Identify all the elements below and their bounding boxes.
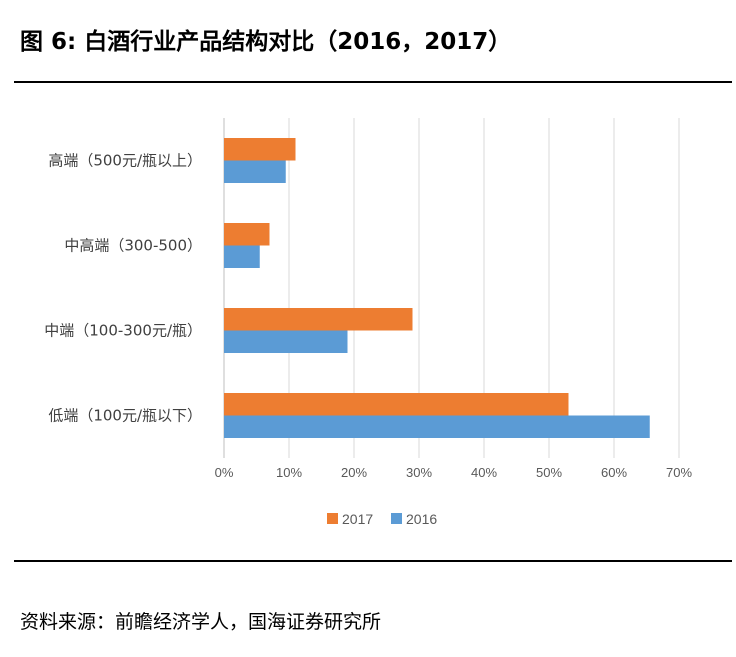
category-label: 中端（100-300元/瓶） [44, 322, 202, 340]
legend-label: 2017 [342, 511, 373, 527]
bar-2016-3 [224, 415, 650, 438]
bar-chart: 0% 10% 20% 30% 40% 50% 60% 70% 高端（500元/瓶以上） 中高端（3… [44, 118, 692, 527]
figure-title: 图 6: 白酒行业产品结构对比（2016，2017） [20, 29, 512, 55]
x-tick-label: 0% [215, 465, 234, 480]
bar-2016-0 [224, 160, 286, 183]
x-tick-label: 10% [276, 465, 302, 480]
x-tick-label: 50% [536, 465, 562, 480]
bar-2016-1 [224, 245, 260, 268]
legend-swatch-2017 [327, 513, 338, 524]
legend-swatch-2016 [391, 513, 402, 524]
bottom-rule [14, 560, 732, 562]
x-tick-label: 30% [406, 465, 432, 480]
legend-label: 2016 [406, 511, 437, 527]
x-tick-label: 40% [471, 465, 497, 480]
top-rule [14, 81, 732, 83]
category-label: 高端（500元/瓶以上） [48, 152, 202, 170]
x-tick-label: 60% [601, 465, 627, 480]
bar-2017-1 [224, 223, 270, 246]
bar-2017-2 [224, 308, 413, 331]
bar-2016-2 [224, 330, 348, 353]
bar-2017-3 [224, 393, 569, 416]
x-tick-label: 70% [666, 465, 692, 480]
category-label: 低端（100元/瓶以下） [48, 407, 202, 425]
category-label: 中高端（300-500） [64, 237, 202, 255]
source-note: 资料来源：前瞻经济学人，国海证券研究所 [20, 611, 382, 633]
bar-2017-0 [224, 138, 296, 161]
x-tick-label: 20% [341, 465, 367, 480]
